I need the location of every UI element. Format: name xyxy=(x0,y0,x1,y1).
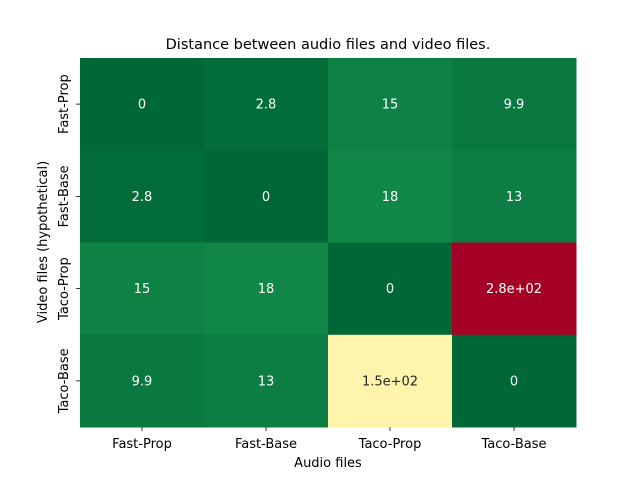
heatmap-cell-r1-c3 xyxy=(452,150,577,243)
cell-label-r0-c3: 9.9 xyxy=(504,98,525,113)
cell-label-r1-c1: 0 xyxy=(262,190,270,205)
heatmap-cell-r3-c3 xyxy=(452,334,577,428)
x-tick-label: Taco-Prop xyxy=(358,437,422,452)
cell-label-r0-c2: 15 xyxy=(382,98,399,113)
x-axis-label: Audio files xyxy=(294,456,362,471)
heatmap-cell-r3-c1 xyxy=(204,334,329,428)
cell-label-r1-c2: 18 xyxy=(382,190,399,205)
y-tick-label: Fast-Base xyxy=(57,165,72,227)
heatmap-cell-r1-c1 xyxy=(204,150,329,243)
heatmap-cell-r2-c0 xyxy=(80,242,205,336)
y-tick-label: Taco-Base xyxy=(57,348,72,414)
cell-label-r2-c2: 0 xyxy=(386,282,394,297)
heatmap-cell-r0-c3 xyxy=(452,58,577,151)
heatmap-cell-r1-c2 xyxy=(328,150,453,243)
cell-label-r0-c1: 2.8 xyxy=(256,98,277,113)
heatmap-cell-r3-c0 xyxy=(80,334,205,428)
heatmap-cell-r2-c1 xyxy=(204,242,329,336)
heatmap-cell-r2-c2 xyxy=(328,242,453,336)
cell-label-r1-c0: 2.8 xyxy=(132,190,153,205)
x-tick-label: Fast-Prop xyxy=(112,437,172,452)
y-tick-label: Taco-Prop xyxy=(57,257,72,321)
cell-label-r3-c3: 0 xyxy=(510,374,518,389)
cell-label-r2-c1: 18 xyxy=(258,282,275,297)
heatmap-cell-r0-c1 xyxy=(204,58,329,151)
heatmap-cell-r0-c2 xyxy=(328,58,453,151)
heatmap-cell-r3-c2 xyxy=(328,334,453,428)
heatmap-cell-r1-c0 xyxy=(80,150,205,243)
heatmap-cells: 0 2.8 15 9.9 2.8 0 18 13 15 18 0 2.8e+02 9.9 13 1.5e+0… xyxy=(80,58,577,428)
cell-label-r3-c2: 1.5e+02 xyxy=(362,374,418,389)
chart-title: Distance between audio files and video f… xyxy=(166,37,491,53)
cell-label-r2-c0: 15 xyxy=(134,282,151,297)
cell-label-r3-c0: 9.9 xyxy=(132,374,153,389)
cell-label-r2-c3: 2.8e+02 xyxy=(486,282,542,297)
axis-ticks: Fast-Prop Fast-Base Taco-Prop Taco-Base Fast… xyxy=(57,74,546,452)
x-tick-label: Fast-Base xyxy=(235,437,297,452)
heatmap-cell-r2-c3 xyxy=(452,242,577,336)
cell-label-r3-c1: 13 xyxy=(258,374,275,389)
cell-label-r0-c0: 0 xyxy=(138,98,146,113)
heatmap-cell-r0-c0 xyxy=(80,58,205,151)
cell-label-r1-c3: 13 xyxy=(506,190,523,205)
x-tick-label: Taco-Base xyxy=(481,437,547,452)
y-tick-label: Fast-Prop xyxy=(57,74,72,134)
y-axis-label: Video files (hypothetical) xyxy=(36,161,51,323)
